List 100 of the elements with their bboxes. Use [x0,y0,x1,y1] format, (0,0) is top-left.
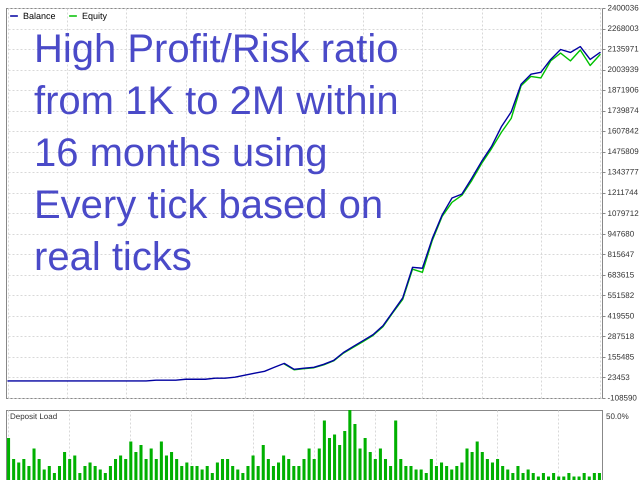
bar [368,452,372,480]
bar [389,466,392,480]
bar [104,473,107,480]
bar [144,459,148,480]
annotation: High Profit/Risk ratio from 1K to 2M within 16 months using Every tick based on real ticks [34,27,399,279]
bar [287,459,290,480]
bar [322,420,326,480]
bar [445,466,448,480]
bar [490,462,494,480]
bar [266,459,270,480]
bar [348,410,352,480]
bar [7,438,10,480]
legend-label: Balance [23,11,56,21]
y-tick-label: 1871906 [608,86,640,95]
bar [542,473,545,480]
bar [42,470,46,480]
bar [308,448,311,480]
y-tick-label: 1475809 [608,147,640,156]
bar [532,473,535,480]
bar [73,456,76,480]
bar [465,448,469,480]
bar [455,466,458,480]
bar [108,466,112,480]
bar [272,466,275,480]
y-tick-label: -108590 [608,394,638,402]
bar [552,473,556,480]
bar [190,466,194,480]
bar [318,448,321,480]
bar [302,459,306,480]
bar [420,470,423,480]
bar [562,476,566,480]
bar [78,473,82,480]
bar [378,448,382,480]
bar [394,420,398,480]
bar [536,476,540,480]
bar [150,448,153,480]
bar [175,459,178,480]
bar [231,466,234,480]
y-tick-label: 1079712 [608,208,640,218]
bar [52,473,56,480]
y-tick-label: 23453 [608,372,630,382]
bar [374,459,377,480]
bar [496,459,500,480]
bar [68,459,72,480]
bar [588,476,591,480]
bar [262,445,265,480]
bar [98,470,102,480]
bar [460,462,464,480]
bar [424,473,428,480]
y-tick-label: 1211744 [608,188,639,198]
bar [17,462,20,480]
bar [501,466,504,480]
bar [522,473,525,480]
bar [516,466,520,480]
y-tick-label: 1739874 [608,106,640,116]
y-tick-label: 815647 [608,250,635,259]
bar [252,456,255,480]
bar [38,459,41,480]
bar [338,445,342,480]
bar [185,462,188,480]
y-tick-label: 419550 [608,311,635,320]
bar [94,466,97,480]
bar [364,438,367,480]
y-tick-label: 1607842 [608,126,640,136]
legend-label: Equity [82,11,108,21]
bar [180,466,184,480]
y-tick-label: 947680 [608,229,635,238]
bar [353,424,356,480]
bar [470,452,474,480]
bar [139,445,143,480]
bar [440,462,444,480]
text: 50.0% [606,412,629,421]
bar [486,459,489,480]
bar [83,466,86,480]
bar [282,456,286,480]
bar [256,466,260,480]
chart-title: Deposit Load [10,412,58,421]
bar [476,442,479,480]
bar [48,466,51,480]
bar [557,476,560,480]
bar [567,473,570,480]
y-tick-label: 683615 [608,270,635,280]
bar [333,434,336,480]
bar [409,466,413,480]
bar [164,456,168,480]
bar [328,438,331,480]
bar [384,459,388,480]
y-tick-label: 2400036 [608,4,640,12]
bar [404,466,408,480]
bar [578,476,581,480]
bar [124,459,128,480]
bar [592,473,596,480]
bar [277,462,280,480]
bar [450,470,454,480]
bar [58,466,62,480]
bar [598,473,601,480]
bar [414,470,418,480]
y-tick-label: 2268003 [608,24,640,34]
bar [160,442,163,480]
bar [226,459,230,480]
